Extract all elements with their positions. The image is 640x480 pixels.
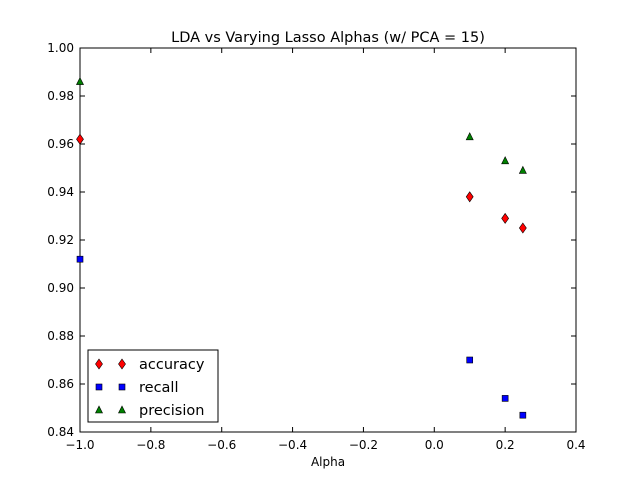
recall-point bbox=[466, 356, 474, 364]
x-tick-label: −1.0 bbox=[65, 438, 94, 452]
recall-point bbox=[501, 395, 509, 402]
accuracy-point bbox=[518, 222, 527, 234]
legend-label-precision: precision bbox=[139, 403, 204, 419]
legend-marker bbox=[95, 383, 103, 391]
accuracy-point bbox=[76, 133, 84, 145]
legend: accuracy recall precision bbox=[87, 349, 219, 423]
y-tick-label: 0.90 bbox=[47, 281, 74, 295]
legend-box bbox=[87, 349, 219, 423]
y-tick-label: 0.88 bbox=[47, 329, 74, 343]
accuracy-point bbox=[501, 212, 510, 224]
legend-label-recall: recall bbox=[139, 380, 178, 396]
axis-ticks: −1.0 −0.8 −0.6 −0.4 −0.2 0.0 0.2 0.4 0.84 0.86 0.8… bbox=[47, 41, 585, 452]
legend-marker bbox=[95, 358, 103, 370]
x-tick-label: 0.2 bbox=[496, 438, 515, 452]
legend-marker bbox=[118, 405, 126, 414]
x-tick-label: 0.0 bbox=[425, 438, 444, 452]
x-tick-label: 0.4 bbox=[566, 438, 585, 452]
legend-marker bbox=[118, 358, 126, 370]
recall-point bbox=[76, 255, 84, 263]
chart-title: LDA vs Varying Lasso Alphas (w/ PCA = 15… bbox=[171, 30, 485, 46]
x-tick-label: −0.6 bbox=[207, 438, 236, 452]
y-tick-label: 0.94 bbox=[47, 185, 74, 199]
recall-point bbox=[519, 411, 527, 419]
x-tick-label: −0.2 bbox=[349, 438, 378, 452]
y-tick-label: 0.86 bbox=[47, 377, 74, 391]
precision-point bbox=[465, 132, 474, 141]
y-tick-label: 0.96 bbox=[47, 137, 74, 151]
precision-point bbox=[501, 156, 510, 165]
accuracy-point bbox=[465, 191, 474, 203]
x-tick-label: −0.8 bbox=[136, 438, 165, 452]
legend-label-accuracy: accuracy bbox=[139, 357, 205, 373]
y-tick-label: 1.00 bbox=[47, 41, 74, 55]
x-tick-label: −0.4 bbox=[278, 438, 307, 452]
x-axis-label: Alpha bbox=[311, 455, 345, 469]
y-tick-label: 0.98 bbox=[47, 89, 74, 103]
precision-point bbox=[518, 165, 527, 174]
legend-marker bbox=[118, 383, 126, 391]
legend-marker bbox=[95, 405, 103, 414]
y-tick-label: 0.84 bbox=[47, 425, 74, 439]
data-points bbox=[76, 76, 527, 419]
precision-point bbox=[76, 76, 84, 85]
y-tick-label: 0.92 bbox=[47, 233, 74, 247]
